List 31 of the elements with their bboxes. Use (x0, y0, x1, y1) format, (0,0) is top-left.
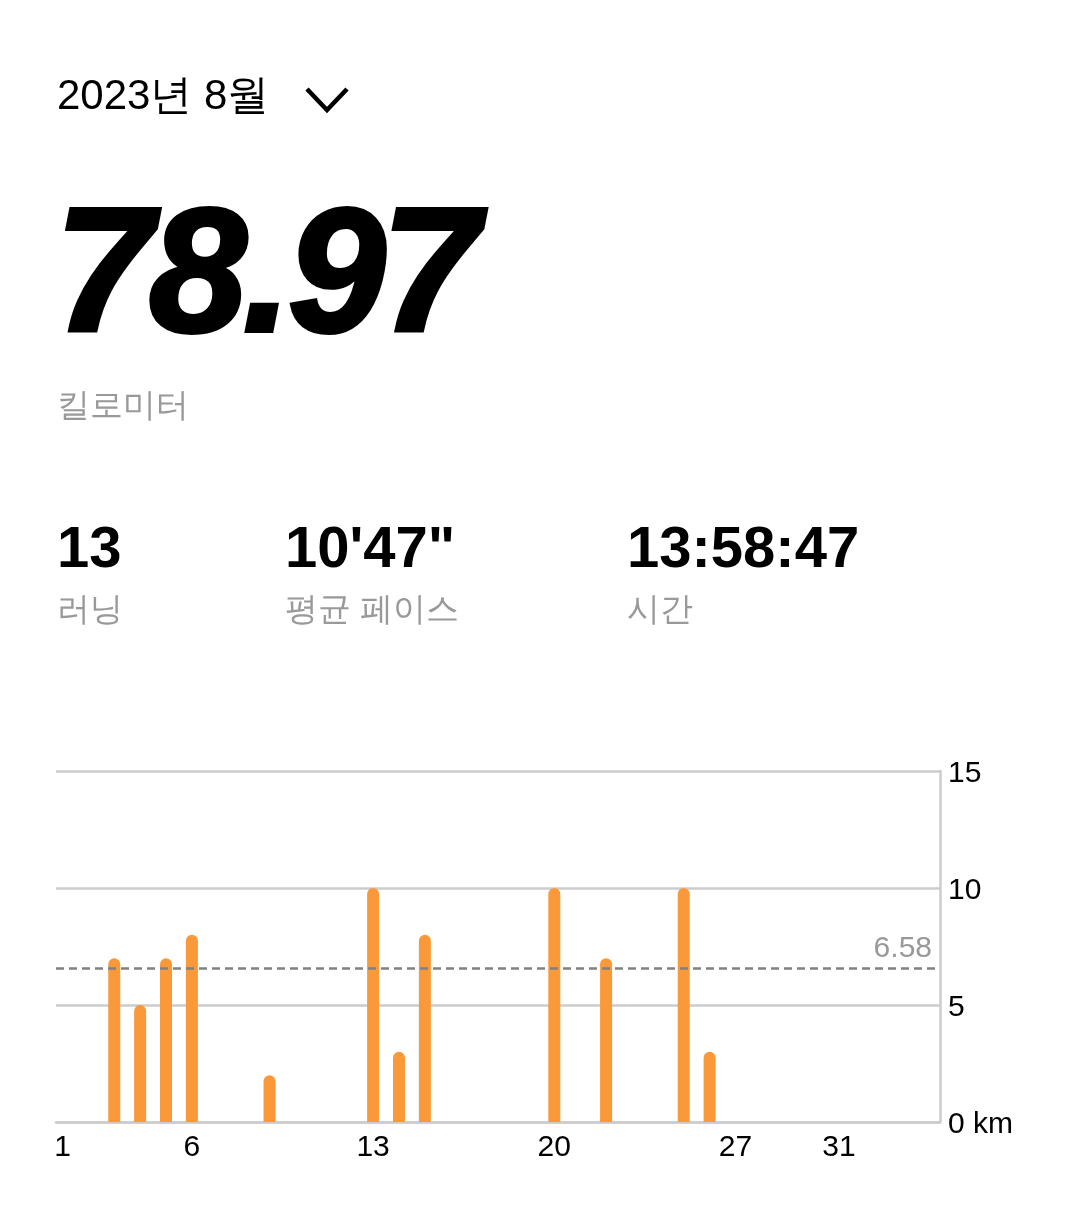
y-tick-label: 10 (948, 871, 982, 905)
y-tick-label: 0 km (948, 1105, 1014, 1139)
text: 킬로미터 (57, 386, 189, 423)
x-tick-label: 20 (537, 1128, 571, 1162)
bar (263, 1075, 276, 1122)
text: 13 (57, 514, 122, 579)
x-tick-label: 6 (183, 1128, 201, 1162)
bar (677, 888, 690, 1122)
text: 평균 페이스 (285, 590, 460, 627)
text: 10'47" (285, 514, 456, 579)
text: 러닝 (57, 590, 123, 627)
bar (548, 888, 561, 1122)
bar (185, 934, 198, 1122)
x-tick-label: 27 (718, 1128, 753, 1162)
bar (600, 958, 613, 1122)
x-tick-label: 31 (822, 1128, 856, 1162)
x-tick-label: 13 (356, 1128, 390, 1162)
text: 시간 (627, 590, 693, 627)
bar (134, 1005, 147, 1122)
x-tick-label: 1 (54, 1128, 71, 1162)
text: 13:58:47 (627, 514, 860, 579)
bar (392, 1051, 405, 1122)
bar (367, 888, 380, 1122)
ref-line-label: 6.58 (873, 929, 932, 963)
bar (108, 958, 121, 1122)
bar (703, 1051, 716, 1122)
y-tick-label: 15 (948, 754, 982, 788)
bar (418, 934, 431, 1122)
y-tick-label: 5 (948, 988, 965, 1022)
bar (160, 958, 173, 1122)
chart-title: 2023년 8월 (57, 71, 270, 118)
